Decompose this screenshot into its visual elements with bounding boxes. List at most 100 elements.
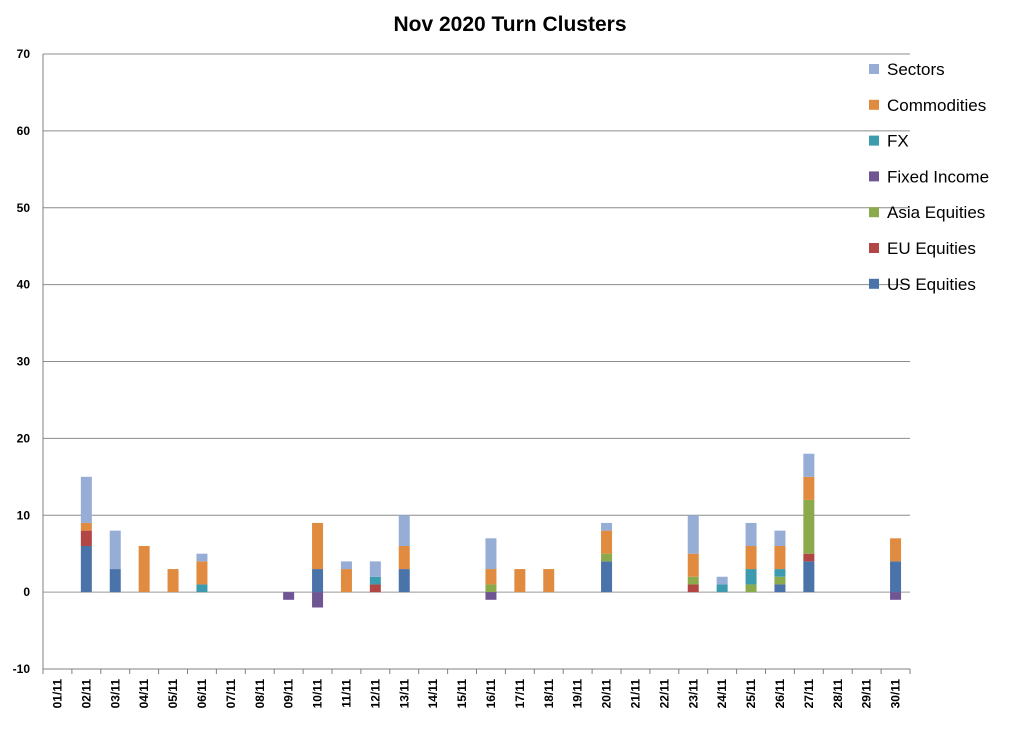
axes [42,54,911,674]
bar-segment-asia-equities [687,576,699,585]
x-tick-label: 26/11 [773,679,787,709]
legend-swatch [869,207,879,218]
x-tick-label: 15/11 [455,679,469,709]
bar-segment-fixed-income [890,592,902,600]
bar-segment-asia-equities [485,584,497,593]
bar-segment-sectors [398,515,410,546]
bar-segment-commodities [890,538,902,562]
legend-label: Fixed Income [887,167,989,186]
x-tick-label: 17/11 [513,679,527,709]
bar-segment-us-equities [80,546,92,593]
x-tick-label: 18/11 [542,679,556,709]
legend-label: EU Equities [887,239,976,258]
x-tick-label: 06/11 [195,679,209,709]
chart-title: Nov 2020 Turn Clusters [393,13,626,36]
bar-segment-sectors [80,476,92,523]
bar-segment-commodities [167,569,179,593]
bar-segment-commodities [803,476,815,500]
x-tick-label: 02/11 [79,679,93,709]
legend-swatch [869,99,879,110]
bar-segment-commodities [514,569,526,593]
y-tick-label: -10 [13,662,31,676]
x-tick-labels: 01/11 02/11 03/11 04/11 05/11 06/11 07/11 08/11… [50,679,902,709]
bar-segment-us-equities [398,569,410,593]
bar-segment-commodities [398,546,410,570]
bar-segment-commodities [485,569,497,585]
legend-swatch [869,243,879,253]
bar-segment-fx [745,569,757,585]
bar-segment-sectors [109,530,121,570]
bar-segment-sectors [745,522,757,546]
bar-segment-fixed-income [485,592,497,600]
bar-segment-sectors [687,515,699,554]
y-tick-labels: -10 0 10 20 30 40 50 60 70 [13,47,31,676]
bar-segment-commodities [601,530,613,554]
legend-swatch [869,278,879,289]
legend-swatch [869,171,879,182]
x-tick-label: 01/11 [50,679,64,709]
bar-segment-sectors [601,522,613,531]
bar-segment-commodities [312,522,324,570]
bar-segment-fx [196,584,208,593]
x-tick-label: 04/11 [137,679,151,709]
legend-label: FX [887,132,909,151]
y-tick-label: 60 [17,124,31,138]
bar-segment-fx [369,576,381,585]
bar-segment-fixed-income [312,592,324,608]
legend-label: Commodities [887,96,986,115]
legend-label: Asia Equities [887,203,985,222]
x-tick-label: 03/11 [108,679,122,709]
bar-segment-commodities [340,569,352,593]
bar-segment-commodities [543,569,555,593]
y-tick-label: 20 [17,431,31,445]
x-tick-label: 24/11 [715,679,729,709]
bar-segment-us-equities [890,561,902,593]
bar-segment-us-equities [109,569,121,593]
bar-segment-us-equities [803,561,815,593]
x-tick-label: 30/11 [889,679,903,709]
x-tick-label: 23/11 [686,679,700,709]
bar-segment-sectors [369,561,381,577]
y-tick-label: 70 [17,47,31,61]
legend-label: Sectors [887,60,945,79]
x-tick-label: 09/11 [282,679,296,709]
bar-segment-eu-equities [803,553,815,562]
bar-segment-commodities [745,546,757,570]
x-tick-label: 12/11 [368,679,382,709]
bar-segment-fixed-income [283,592,295,600]
legend-swatch [869,135,879,146]
bar-segment-sectors [196,553,208,562]
bar-segment-commodities [774,546,786,570]
x-tick-label: 05/11 [166,679,180,709]
x-tick-label: 21/11 [628,679,642,709]
x-tick-label: 29/11 [860,679,874,709]
bar-segment-asia-equities [803,499,815,554]
y-tick-label: 50 [17,201,31,215]
legend-label: US Equities [887,275,976,294]
x-tick-label: 14/11 [426,679,440,709]
y-tick-label: 10 [17,508,31,522]
x-tick-label: 20/11 [600,679,614,709]
bar-segment-commodities [138,546,150,593]
x-tick-label: 13/11 [397,679,411,709]
bar-segment-sectors [485,538,497,570]
x-tick-label: 27/11 [802,679,816,709]
x-tick-label: 19/11 [571,679,585,709]
x-tick-label: 07/11 [224,679,238,709]
bar-segment-commodities [80,522,92,531]
bar-segment-eu-equities [687,584,699,593]
y-tick-label: 0 [23,585,30,599]
bar-segment-us-equities [774,584,786,593]
x-tick-label: 10/11 [311,679,325,709]
x-tick-label: 08/11 [253,679,267,709]
x-tick-label: 28/11 [831,679,845,709]
y-tick-label: 30 [17,355,31,369]
x-tick-label: 25/11 [744,679,758,709]
bar-segment-fx [774,569,786,577]
bar-segment-sectors [803,453,815,477]
bar-segment-commodities [196,561,208,585]
bar-segment-fx [716,584,728,593]
bar-segment-sectors [774,530,786,546]
bar-segment-sectors [340,561,352,570]
